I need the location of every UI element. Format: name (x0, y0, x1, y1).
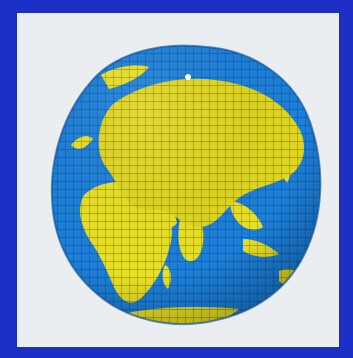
deformed-globe-mesh-image (50, 44, 322, 326)
globe-landmasses (51, 45, 321, 325)
image-panel (17, 13, 339, 347)
pole-marker (185, 74, 191, 80)
globe-outline (50, 44, 322, 326)
